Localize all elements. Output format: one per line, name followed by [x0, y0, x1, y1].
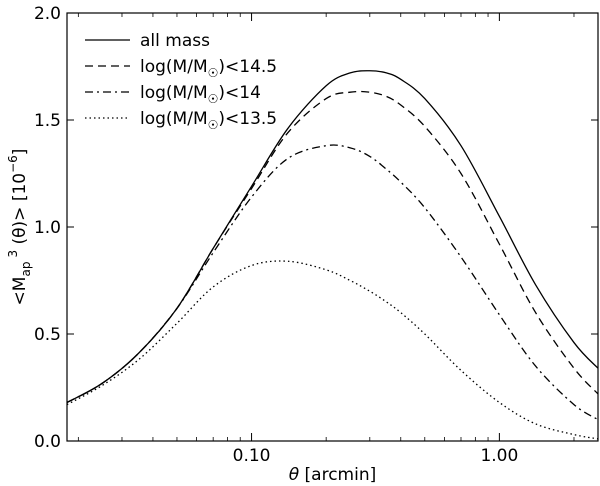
y-axis-label-superscript: 3: [6, 250, 20, 258]
plot-frame: [66, 12, 599, 442]
series-line-2: [66, 144, 599, 421]
legend-label-sub: ☉: [208, 92, 219, 106]
legend-label-sub: ☉: [208, 66, 219, 80]
legend-label-3: log(M/M☉)<13.5: [140, 109, 277, 132]
y-tick-label: 0.5: [34, 325, 61, 345]
legend-label-2: log(M/M☉)<14: [140, 83, 261, 106]
y-axis-label-suffix: (θ)> [10: [10, 173, 30, 250]
legend-label-main: log(M/M: [140, 83, 208, 103]
legend-label-1: log(M/M☉)<14.5: [140, 57, 277, 80]
x-axis-label-text: [arcmin]: [299, 465, 376, 485]
legend-label-sub: ☉: [208, 118, 219, 132]
legend-label-main: log(M/M: [140, 57, 208, 77]
legend-label-main: log(M/M: [140, 109, 208, 129]
legend-label-0: all mass: [140, 31, 210, 51]
series-line-3: [66, 260, 599, 440]
legend-label-main: all mass: [140, 31, 210, 51]
y-tick-label: 1.5: [34, 111, 61, 131]
y-ticks: 0.0 0.5 1.0 1.5 2.0: [34, 4, 598, 452]
y-tick-label: 1.0: [34, 218, 61, 238]
legend: all masslog(M/M☉)<14.5log(M/M☉)<14log(M/…: [85, 31, 277, 132]
y-axis-label: <Map 3 (θ)> [10−6]: [6, 149, 33, 306]
x-axis-label-symbol: θ: [289, 465, 300, 485]
y-axis-label-subscript: ap: [19, 262, 33, 277]
x-tick-label: 0.10: [233, 446, 271, 466]
y-axis-label-exponent: −6: [6, 155, 20, 173]
series-lines: [66, 70, 599, 440]
y-tick-label: 2.0: [34, 4, 61, 24]
legend-label-tail: )<13.5: [218, 109, 277, 129]
y-axis-label-prefix: <M: [10, 277, 30, 306]
x-axis-label: θ [arcmin]: [289, 465, 377, 485]
legend-label-tail: )<14: [218, 83, 261, 103]
series-line-1: [66, 90, 599, 404]
legend-label-tail: )<14.5: [218, 57, 277, 77]
x-tick-label: 1.00: [480, 446, 518, 466]
x-ticks: 0.10 1.00: [77, 13, 575, 466]
y-tick-label: 0.0: [34, 432, 61, 452]
y-axis-label-close: ]: [10, 149, 30, 156]
